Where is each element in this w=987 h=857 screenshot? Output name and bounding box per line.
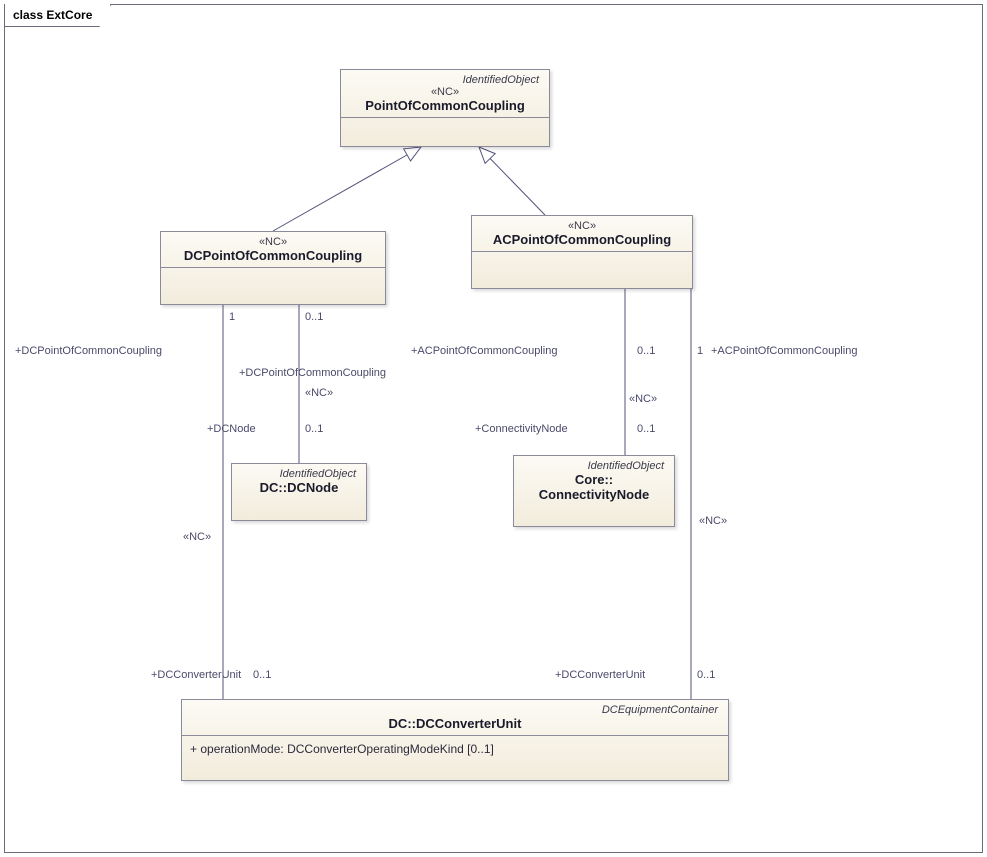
edge-label: 1 (697, 345, 703, 357)
edge-label: +ACPointOfCommonCoupling (411, 345, 557, 357)
edge-label: +ConnectivityNode (475, 423, 568, 435)
class-dcconv[interactable]: DCEquipmentContainerDC::DCConverterUnit+… (181, 699, 729, 781)
edge-label: +DCNode (207, 423, 256, 435)
class-name: DC::DCConverterUnit (188, 716, 722, 731)
edge-label: 0..1 (305, 423, 323, 435)
edge-gen-acpcc-pcc (479, 147, 545, 215)
class-dcnode[interactable]: IdentifiedObjectDC::DCNode (231, 463, 367, 521)
class-stereotype: «NC» (167, 236, 379, 248)
edge-label: +ACPointOfCommonCoupling (711, 345, 857, 357)
edge-label: 0..1 (253, 669, 271, 681)
class-name: PointOfCommonCoupling (347, 98, 543, 113)
class-pcc[interactable]: IdentifiedObject«NC»PointOfCommonCouplin… (340, 69, 550, 147)
class-connnode[interactable]: IdentifiedObjectCore::ConnectivityNode (513, 455, 675, 527)
class-stereotype: «NC» (478, 220, 686, 232)
class-parent: IdentifiedObject (520, 460, 668, 472)
edge-label: 0..1 (697, 669, 715, 681)
class-parent: IdentifiedObject (347, 74, 543, 86)
class-dcpcc[interactable]: «NC»DCPointOfCommonCoupling (160, 231, 386, 305)
class-name: DCPointOfCommonCoupling (167, 248, 379, 263)
diagram-frame: class ExtCore IdentifiedObject«NC»PointO… (4, 4, 983, 853)
edge-label: +DCConverterUnit (555, 669, 645, 681)
edge-label: «NC» (183, 531, 211, 543)
class-name: DC::DCNode (238, 480, 360, 495)
edge-label: «NC» (629, 393, 657, 405)
edge-label: +DCPointOfCommonCoupling (15, 345, 162, 357)
edge-label: +DCConverterUnit (151, 669, 241, 681)
edge-label: «NC» (305, 387, 333, 399)
edge-gen-dcpcc-pcc (273, 147, 421, 231)
class-name: Core::ConnectivityNode (520, 472, 668, 502)
edge-label: 0..1 (305, 311, 323, 323)
class-parent: IdentifiedObject (238, 468, 360, 480)
frame-title: class ExtCore (4, 4, 111, 27)
edge-label: 1 (229, 311, 235, 323)
class-parent: DCEquipmentContainer (188, 704, 722, 716)
edge-label: 0..1 (637, 423, 655, 435)
class-attributes: + operationMode: DCConverterOperatingMod… (182, 736, 728, 762)
class-name: ACPointOfCommonCoupling (478, 232, 686, 247)
edge-label: 0..1 (637, 345, 655, 357)
edge-label: «NC» (699, 515, 727, 527)
edge-label: +DCPointOfCommonCoupling (239, 367, 386, 379)
class-acpcc[interactable]: «NC»ACPointOfCommonCoupling (471, 215, 693, 289)
class-stereotype: «NC» (347, 86, 543, 98)
